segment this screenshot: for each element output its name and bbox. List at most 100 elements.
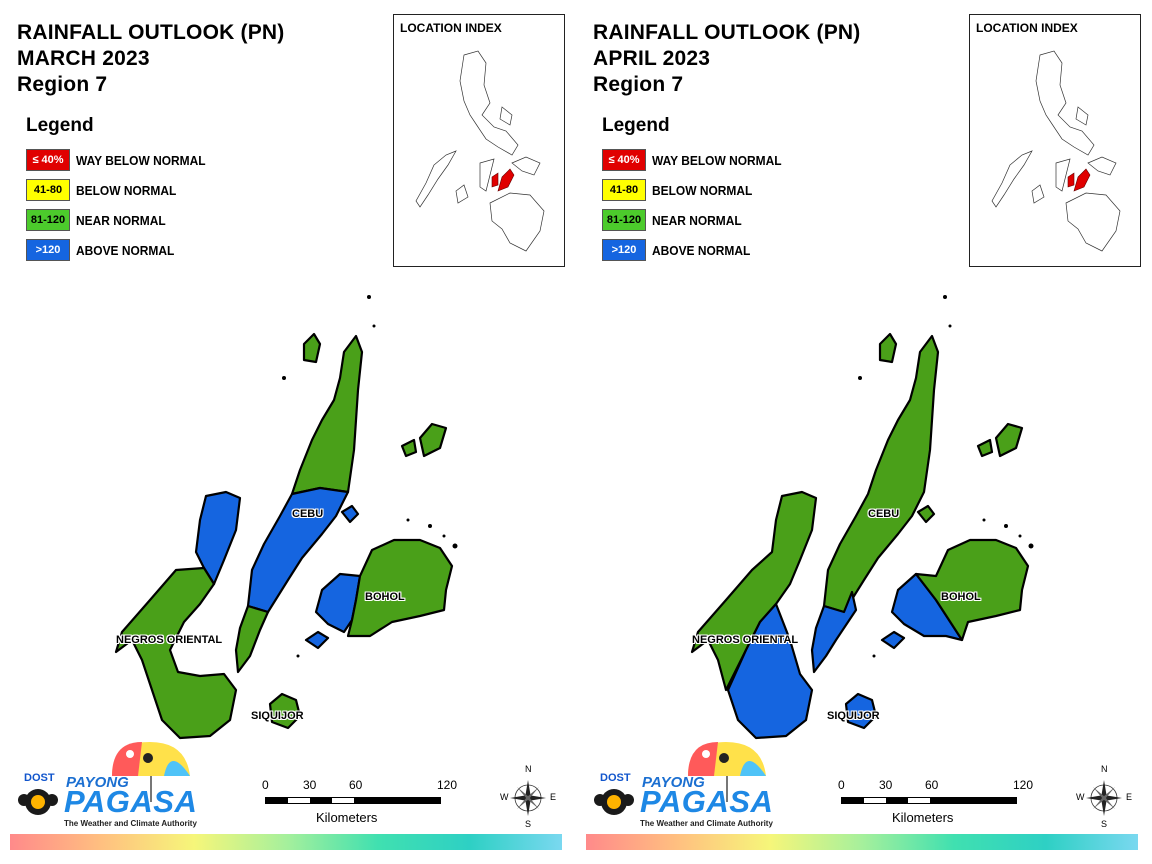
logo-tagline: The Weather and Climate Authority <box>640 819 773 828</box>
region-negros-south <box>726 602 814 740</box>
location-index-inset: LOCATION INDEX <box>393 14 565 267</box>
title-line-2: MARCH 2023 <box>17 47 150 70</box>
region-bantayan <box>878 332 898 364</box>
compass-s: S <box>525 819 532 829</box>
title-line-2: APRIL 2023 <box>593 47 711 70</box>
legend-item: >120 ABOVE NORMAL <box>26 235 217 265</box>
legend-item: 41-80 BELOW NORMAL <box>26 175 217 205</box>
legend: Legend ≤ 40% WAY BELOW NORMAL 41-80 BELO… <box>26 115 217 265</box>
map-title: RAINFALL OUTLOOK (PN) MARCH 2023 Region … <box>17 20 284 98</box>
region-bantayan <box>302 332 322 364</box>
legend-label: ABOVE NORMAL <box>652 242 751 258</box>
region-cebu-tail <box>234 604 270 674</box>
legend-label: WAY BELOW NORMAL <box>76 152 206 168</box>
location-index-title: LOCATION INDEX <box>400 21 502 35</box>
legend-label: WAY BELOW NORMAL <box>652 152 782 168</box>
philippines-outline-map <box>415 50 545 252</box>
legend-item: 81-120 NEAR NORMAL <box>26 205 217 235</box>
logo-payong: PAYONG <box>66 774 129 791</box>
region-7-highlight <box>491 168 515 192</box>
logo-dost: DOST <box>24 772 55 784</box>
region-camotes <box>976 422 1024 458</box>
philippines-outline-map <box>991 50 1121 252</box>
scale-bar-segments <box>265 797 441 804</box>
logo-payong: PAYONG <box>642 774 705 791</box>
legend-item: >120 ABOVE NORMAL <box>602 235 793 265</box>
label-negros: NEGROS ORIENTAL <box>116 634 223 646</box>
panel-april: RAINFALL OUTLOOK (PN) APRIL 2023 Region … <box>576 0 1152 864</box>
label-negros: NEGROS ORIENTAL <box>692 634 799 646</box>
legend-label: BELOW NORMAL <box>652 182 753 198</box>
compass-e: E <box>550 792 557 802</box>
compass: N W E S <box>1074 764 1132 830</box>
panel-march: RAINFALL OUTLOOK (PN) MARCH 2023 Region … <box>10 14 565 850</box>
region-negros-north <box>194 490 242 586</box>
scale-tick: 120 <box>1013 778 1034 792</box>
region-siquijor <box>268 692 302 730</box>
legend-label: NEAR NORMAL <box>76 212 166 228</box>
pagasa-logo: DOST PAYONG PAGASA The Weather and Clima… <box>590 740 790 832</box>
logo-pagasa: PAGASA <box>64 784 198 819</box>
region-cebu-north <box>822 334 940 614</box>
region-cebu-south <box>810 590 858 674</box>
label-cebu: CEBU <box>868 508 900 520</box>
compass: N W E S <box>498 764 556 830</box>
compass-s: S <box>1101 819 1108 829</box>
legend-label: NEAR NORMAL <box>652 212 742 228</box>
compass-w: W <box>500 792 509 802</box>
location-index-title: LOCATION INDEX <box>976 21 1078 35</box>
scale-unit: Kilometers <box>316 810 378 825</box>
region-7-highlight <box>1067 168 1091 192</box>
footer-gradient-bar <box>10 834 562 850</box>
scale-tick: 30 <box>303 778 317 792</box>
region-mactan <box>916 504 936 524</box>
compass-n: N <box>1101 764 1108 774</box>
legend-swatch-below: 41-80 <box>26 179 70 201</box>
footer-gradient-bar <box>586 834 1138 850</box>
legend-title: Legend <box>26 115 94 136</box>
legend-item: 41-80 BELOW NORMAL <box>602 175 793 205</box>
scale-tick: 60 <box>349 778 363 792</box>
pagasa-logo: DOST PAYONG PAGASA The Weather and Clima… <box>14 740 214 832</box>
legend-swatch-way-below: ≤ 40% <box>602 149 646 171</box>
legend-item: ≤ 40% WAY BELOW NORMAL <box>602 145 793 175</box>
compass-rose-icon <box>1086 780 1122 816</box>
compass-n: N <box>525 764 532 774</box>
map-title: RAINFALL OUTLOOK (PN) APRIL 2023 Region … <box>593 20 860 98</box>
logo-dost: DOST <box>600 772 631 784</box>
title-line-3: Region 7 <box>593 73 684 96</box>
logo-tagline: The Weather and Climate Authority <box>64 819 197 828</box>
scale-bar: 0 30 60 120 Kilometers <box>832 778 1042 828</box>
region-mactan <box>340 504 360 524</box>
title-line-3: Region 7 <box>17 73 108 96</box>
compass-w: W <box>1076 792 1085 802</box>
logo-pagasa: PAGASA <box>640 784 774 819</box>
label-bohol: BOHOL <box>365 591 405 603</box>
label-bohol: BOHOL <box>941 591 981 603</box>
region-7-map <box>690 295 1034 740</box>
scale-bar: 0 30 60 120 Kilometers <box>256 778 466 828</box>
small-islets <box>282 295 458 658</box>
title-line-1: RAINFALL OUTLOOK (PN) <box>17 21 285 44</box>
compass-rose-icon <box>510 780 546 816</box>
scale-unit: Kilometers <box>892 810 954 825</box>
scale-tick: 30 <box>879 778 893 792</box>
label-siquijor: SIQUIJOR <box>827 710 880 722</box>
region-siquijor <box>844 692 878 730</box>
umbrella-logo-icon <box>18 742 190 815</box>
legend-label: ABOVE NORMAL <box>76 242 175 258</box>
scale-tick: 0 <box>262 778 269 792</box>
legend-swatch-way-below: ≤ 40% <box>26 149 70 171</box>
region-cebu-north <box>290 334 364 496</box>
region-negros-north <box>690 490 818 692</box>
legend-swatch-above: >120 <box>602 239 646 261</box>
legend-swatch-near: 81-120 <box>602 209 646 231</box>
scale-bar-segments <box>841 797 1017 804</box>
region-bohol-east <box>346 538 454 638</box>
region-bohol-islet <box>880 630 906 650</box>
scale-tick: 60 <box>925 778 939 792</box>
compass-e: E <box>1126 792 1133 802</box>
legend-swatch-near: 81-120 <box>26 209 70 231</box>
legend-title: Legend <box>602 115 670 136</box>
legend-item: 81-120 NEAR NORMAL <box>602 205 793 235</box>
